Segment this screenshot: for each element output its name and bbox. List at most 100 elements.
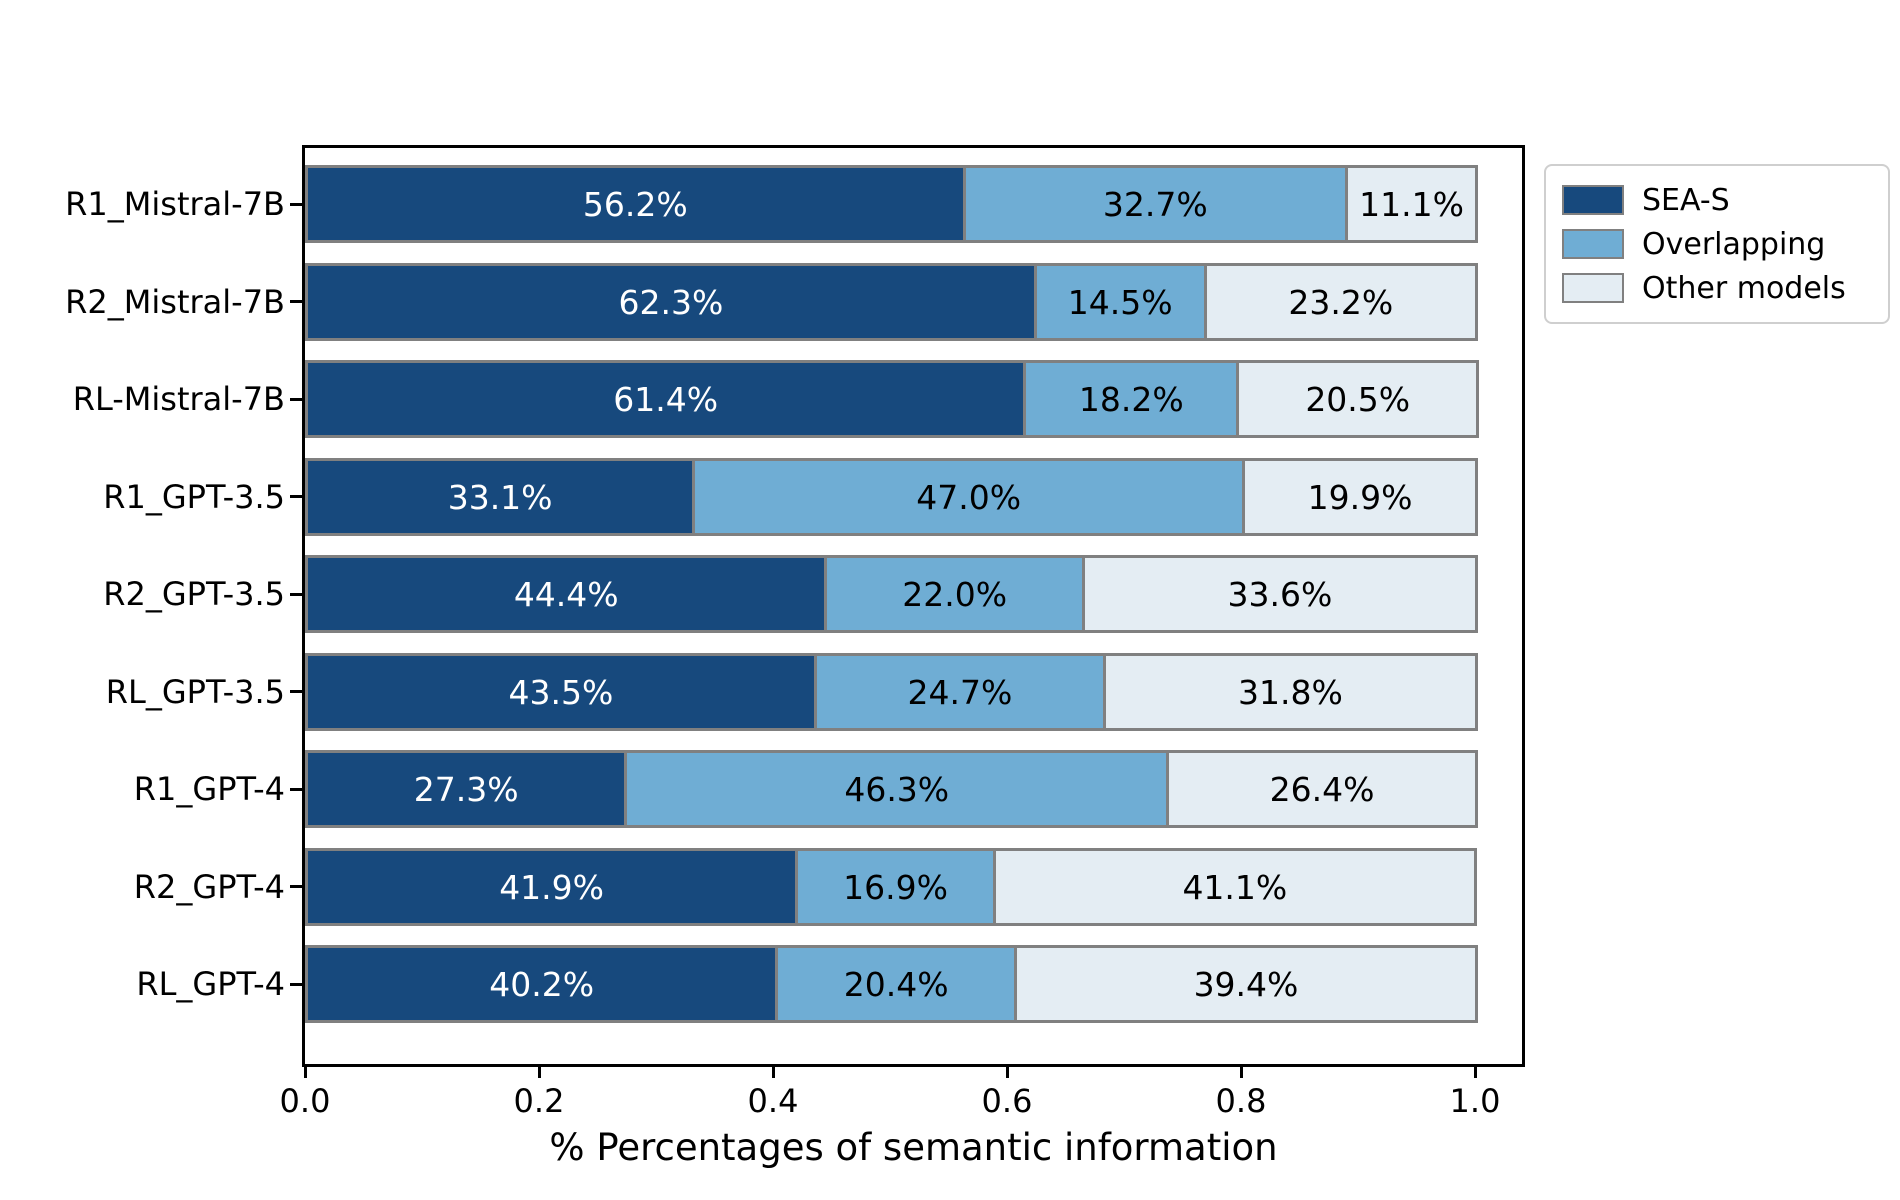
x-tick: [538, 1064, 541, 1078]
y-tick: [290, 593, 302, 596]
y-tick: [290, 983, 302, 986]
bar-segment-overlapping: 14.5%: [1033, 263, 1207, 341]
bar-value-label: 19.9%: [1307, 477, 1413, 517]
bar-value-label: 27.3%: [413, 769, 519, 809]
x-tick: [772, 1064, 775, 1078]
bar-value-label: 33.6%: [1227, 574, 1333, 614]
bar-row-r1-gpt-3-5: 33.1% 47.0% 19.9%: [305, 458, 1478, 536]
y-axis-label-r2-mistral-7b: R2_Mistral-7B: [65, 283, 285, 321]
bar-segment-overlapping: 24.7%: [813, 653, 1106, 731]
bar-segment-sea-s: 62.3%: [305, 263, 1037, 341]
bar-segment-overlapping: 22.0%: [824, 555, 1085, 633]
bar-segment-sea-s: 27.3%: [305, 750, 628, 828]
y-axis-label-r2-gpt-3-5: R2_GPT-3.5: [103, 575, 285, 613]
bar-value-label: 26.4%: [1269, 769, 1375, 809]
bar-segment-sea-s: 44.4%: [305, 555, 828, 633]
legend-item-sea-s: SEA-S: [1562, 178, 1872, 222]
legend: SEA-S Overlapping Other models: [1544, 164, 1890, 324]
bar-segment-overlapping: 18.2%: [1023, 360, 1240, 438]
x-tick: [1006, 1064, 1009, 1078]
bar-segment-sea-s: 61.4%: [305, 360, 1027, 438]
bar-value-label: 44.4%: [513, 574, 619, 614]
bar-value-label: 56.2%: [582, 184, 688, 224]
bar-segment-other-models: 39.4%: [1014, 945, 1478, 1023]
legend-item-overlapping: Overlapping: [1562, 222, 1872, 266]
bar-value-label: 31.8%: [1238, 672, 1343, 712]
bar-segment-overlapping: 16.9%: [795, 848, 996, 926]
x-tick: [1474, 1064, 1477, 1078]
bar-segment-other-models: 19.9%: [1242, 458, 1478, 536]
y-axis-label-r2-gpt-4: R2_GPT-4: [133, 868, 285, 906]
y-axis-label-rl-gpt-4: RL_GPT-4: [136, 965, 285, 1003]
bar-row-rl-mistral-7b: 61.4% 18.2% 20.5%: [305, 360, 1480, 438]
bar-value-label: 24.7%: [907, 672, 1013, 712]
bar-row-rl-gpt-3-5: 43.5% 24.7% 31.8%: [305, 653, 1478, 731]
x-tick-label: 0.2: [513, 1082, 565, 1120]
bar-segment-overlapping: 47.0%: [692, 458, 1246, 536]
bar-value-label: 16.9%: [843, 867, 948, 907]
bar-value-label: 23.2%: [1288, 282, 1394, 322]
bar-segment-other-models: 33.6%: [1081, 555, 1478, 633]
x-tick-label: 0.0: [279, 1082, 331, 1120]
y-axis-label-rl-gpt-3-5: RL_GPT-3.5: [105, 673, 285, 711]
bar-value-label: 33.1%: [447, 477, 553, 517]
bar-value-label: 46.3%: [844, 769, 950, 809]
x-tick-label: 0.8: [1215, 1082, 1267, 1120]
bar-segment-overlapping: 46.3%: [624, 750, 1170, 828]
bar-value-label: 18.2%: [1078, 379, 1184, 419]
bar-value-label: 43.5%: [508, 672, 614, 712]
y-tick: [290, 300, 302, 303]
y-tick: [290, 690, 302, 693]
bar-value-label: 41.9%: [499, 867, 605, 907]
bar-segment-other-models: 31.8%: [1102, 653, 1478, 731]
bar-segment-other-models: 26.4%: [1166, 750, 1478, 828]
y-tick: [290, 398, 302, 401]
bar-row-rl-gpt-4: 40.2% 20.4% 39.4%: [305, 945, 1478, 1023]
bar-value-label: 62.3%: [618, 282, 724, 322]
bar-value-label: 22.0%: [902, 574, 1008, 614]
bar-row-r2-mistral-7b: 62.3% 14.5% 23.2%: [305, 263, 1478, 341]
y-axis-label-r1-gpt-3-5: R1_GPT-3.5: [103, 478, 285, 516]
bar-segment-other-models: 41.1%: [992, 848, 1477, 926]
bar-segment-sea-s: 41.9%: [305, 848, 799, 926]
bar-value-label: 14.5%: [1067, 282, 1173, 322]
bar-row-r1-mistral-7b: 56.2% 32.7% 11.1%: [305, 165, 1478, 243]
legend-label: SEA-S: [1642, 182, 1730, 218]
legend-label: Overlapping: [1642, 226, 1826, 262]
bar-segment-other-models: 20.5%: [1236, 360, 1480, 438]
y-tick: [290, 788, 302, 791]
bar-segment-overlapping: 20.4%: [775, 945, 1017, 1023]
x-tick-label: 0.6: [981, 1082, 1033, 1120]
y-axis-label-r1-mistral-7b: R1_Mistral-7B: [65, 185, 285, 223]
legend-swatch-sea-s: [1562, 185, 1624, 215]
bar-value-label: 20.4%: [843, 964, 949, 1004]
bar-value-label: 61.4%: [613, 379, 719, 419]
bar-segment-sea-s: 33.1%: [305, 458, 696, 536]
bar-row-r1-gpt-4: 27.3% 46.3% 26.4%: [305, 750, 1478, 828]
y-tick: [290, 885, 302, 888]
bar-segment-overlapping: 32.7%: [962, 165, 1349, 243]
x-tick: [1240, 1064, 1243, 1078]
y-tick: [290, 495, 302, 498]
bar-value-label: 41.1%: [1182, 867, 1288, 907]
bar-value-label: 39.4%: [1193, 964, 1299, 1004]
x-axis-title: % Percentages of semantic information: [549, 1126, 1278, 1169]
bar-value-label: 40.2%: [489, 964, 595, 1004]
x-tick: [304, 1064, 307, 1078]
x-tick-label: 1.0: [1449, 1082, 1501, 1120]
bar-segment-other-models: 11.1%: [1345, 165, 1478, 243]
y-axis-label-r1-gpt-4: R1_GPT-4: [133, 770, 285, 808]
bar-segment-sea-s: 43.5%: [305, 653, 817, 731]
x-tick-label: 0.4: [747, 1082, 799, 1120]
legend-label: Other models: [1642, 270, 1846, 306]
bar-value-label: 20.5%: [1305, 379, 1411, 419]
legend-item-other-models: Other models: [1562, 266, 1872, 310]
bar-row-r2-gpt-3-5: 44.4% 22.0% 33.6%: [305, 555, 1478, 633]
legend-swatch-overlapping: [1562, 229, 1624, 259]
y-axis-label-rl-mistral-7b: RL-Mistral-7B: [72, 380, 285, 418]
bar-segment-sea-s: 56.2%: [305, 165, 966, 243]
bar-segment-sea-s: 40.2%: [305, 945, 779, 1023]
bar-segment-other-models: 23.2%: [1203, 263, 1478, 341]
bar-value-label: 11.1%: [1359, 184, 1464, 224]
